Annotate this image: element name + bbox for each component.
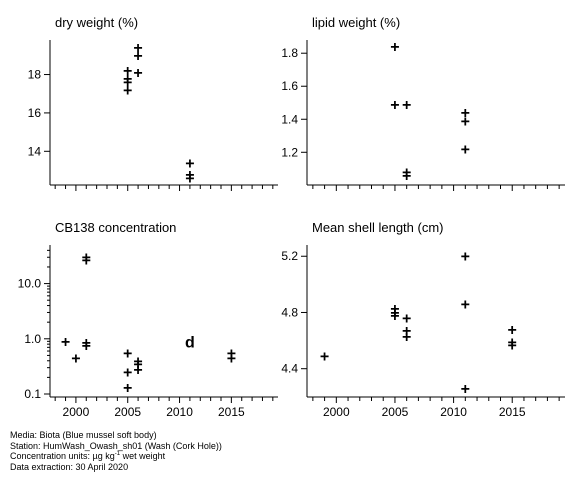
data-point: + [71,350,80,367]
data-point: + [82,250,91,267]
data-point: + [82,338,91,355]
data-point: + [402,329,411,346]
data-point: + [390,39,399,56]
data-point: + [82,335,91,352]
data-point: + [133,40,142,57]
data-point: + [61,334,70,351]
caption-units: Concentration units: µg kg-1 wet weight [10,451,222,462]
x-tick-label: 2015 [218,405,245,419]
data-point: + [123,365,132,382]
y-tick-label: 16 [28,106,42,120]
data-point: + [461,141,470,158]
y-tick-label: 1.6 [281,79,298,93]
panel-title: CB138 concentration [55,220,176,235]
data-point: + [185,167,194,184]
x-tick-label: 2015 [499,405,526,419]
chart-panel-3: CB138 concentration 2000 2005 2010 2015 0.1 1.… [18,220,278,419]
data-point: + [390,308,399,325]
caption-units-sup: -1 [114,451,121,457]
data-point: + [82,252,91,269]
data-point: + [461,249,470,266]
data-point: + [123,346,132,363]
x-tick-label: 2005 [114,405,141,419]
y-tick-label: 18 [28,68,42,82]
x-tick-label: 2000 [323,405,350,419]
y-tick-label: 14 [28,144,42,158]
y-tick-label: 1.2 [281,145,298,159]
data-point: + [508,322,517,339]
data-point: + [402,168,411,185]
x-tick-label: 2000 [63,405,90,419]
data-point: + [123,380,132,397]
data-point: + [133,48,142,65]
caption-station: Station: HumWash_Owash_sh01 (Wash (Cork … [10,440,222,451]
caption-units-prefix: Concentration units: µg kg [10,451,115,461]
x-tick-label: 2010 [440,405,467,419]
data-point: + [185,171,194,188]
chart-caption: Media: Biota (Blue mussel soft body) Sta… [10,430,222,472]
data-point: + [402,165,411,182]
caption-extraction: Data extraction: 30 April 2020 [10,461,129,472]
data-point: + [133,356,142,373]
panel-title: Mean shell length (cm) [312,220,444,235]
data-point: + [123,71,132,88]
data-point: + [390,305,399,322]
data-point: + [461,297,470,314]
chart-panel-4: Mean shell length (cm) 2000 2005 2010 2015 4.… [281,220,565,419]
data-point: + [508,334,517,351]
data-point: + [133,65,142,82]
chart-panel-2: lipid weight (%)1.21.41.61.8 ++ ++++++ [281,15,565,191]
data-point: + [402,97,411,114]
data-annotation: d [185,334,195,351]
data-point: + [185,155,194,172]
data-point: + [123,63,132,80]
data-point: + [123,82,132,99]
caption-units-suffix: wet weight [120,451,166,461]
x-tick-label: 2010 [166,405,193,419]
caption-media: Media: Biota (Blue mussel soft body) [10,430,157,440]
panel-title: dry weight (%) [55,15,138,30]
data-point: + [402,323,411,340]
data-point: + [390,97,399,114]
y-tick-label: 1.0 [24,332,41,346]
y-tick-label: 4.8 [281,305,298,319]
y-tick-label: 5.2 [281,249,298,263]
panel-title: lipid weight (%) [312,15,400,30]
y-tick-label: 1.8 [281,46,298,60]
y-tick-label: 4.4 [281,362,298,376]
data-point: + [133,353,142,370]
data-point: + [390,301,399,318]
data-point: + [320,349,329,366]
data-point: + [461,113,470,130]
data-point: + [123,75,132,92]
data-point: + [402,311,411,328]
y-tick-label: 1.4 [281,112,298,126]
data-point: + [461,381,470,398]
data-point: + [227,346,236,363]
y-tick-label: 10.0 [18,277,42,291]
y-tick-label: 0.1 [24,387,41,401]
data-point: + [133,362,142,379]
data-point: + [461,105,470,122]
data-point: + [508,337,517,354]
x-tick-label: 2005 [382,405,409,419]
data-point: + [227,350,236,367]
